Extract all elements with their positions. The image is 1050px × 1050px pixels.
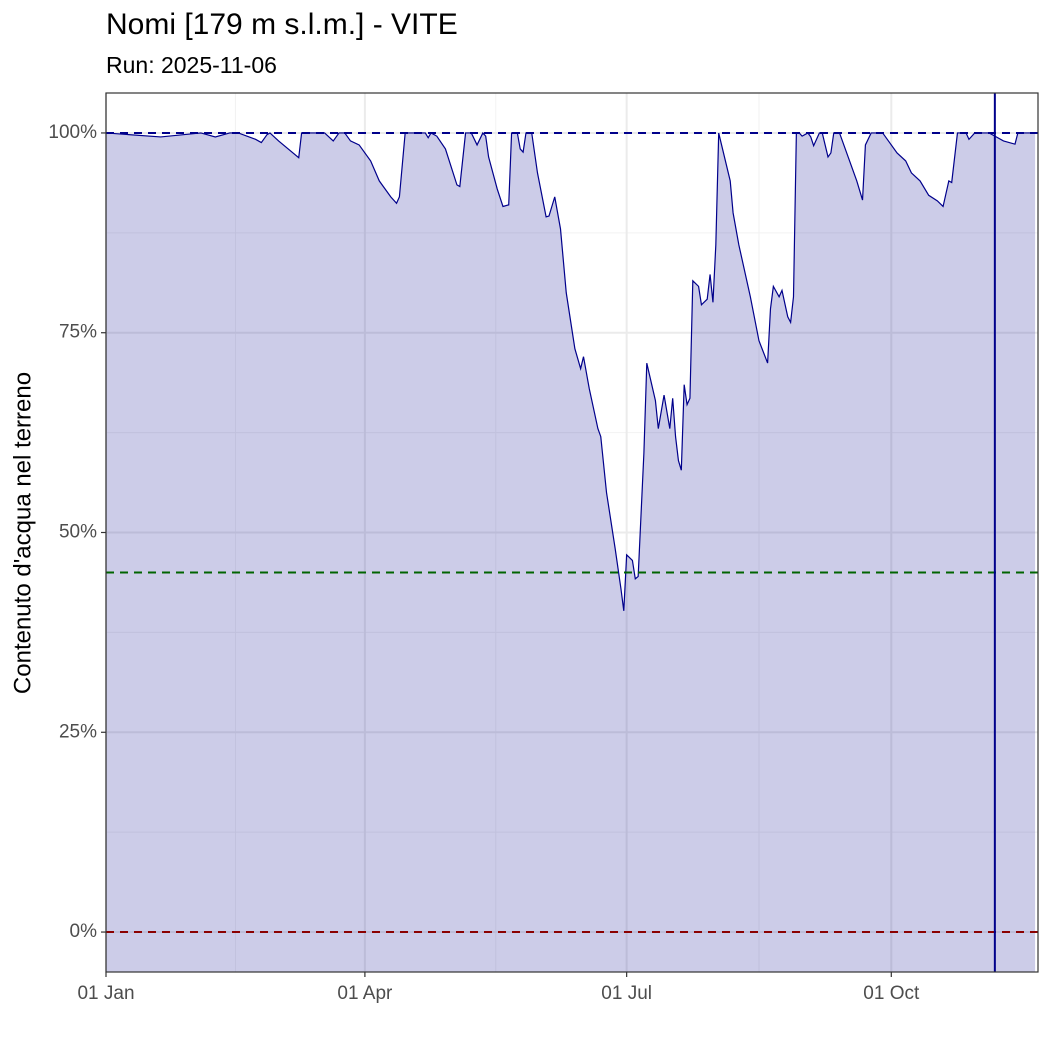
y-tick-label: 50% bbox=[59, 522, 97, 543]
x-tick-label: 01 Jan bbox=[77, 983, 134, 1004]
y-tick-label: 100% bbox=[48, 122, 97, 143]
y-axis-label: Contenuto d'acqua nel terreno bbox=[9, 372, 36, 694]
y-tick-label: 0% bbox=[70, 921, 98, 942]
area-fill bbox=[106, 132, 1036, 973]
y-tick-label: 25% bbox=[59, 721, 97, 742]
chart-title: Nomi [179 m s.l.m.] - VITE bbox=[106, 8, 458, 41]
x-tick-label: 01 Apr bbox=[337, 983, 393, 1004]
line bbox=[105, 131, 1036, 611]
x-tick-label: 01 Jul bbox=[601, 983, 652, 1004]
y-tick-label: 75% bbox=[59, 322, 97, 343]
chart-subtitle: Run: 2025-11-06 bbox=[106, 52, 277, 78]
x-tick-label: 01 Oct bbox=[863, 983, 920, 1004]
